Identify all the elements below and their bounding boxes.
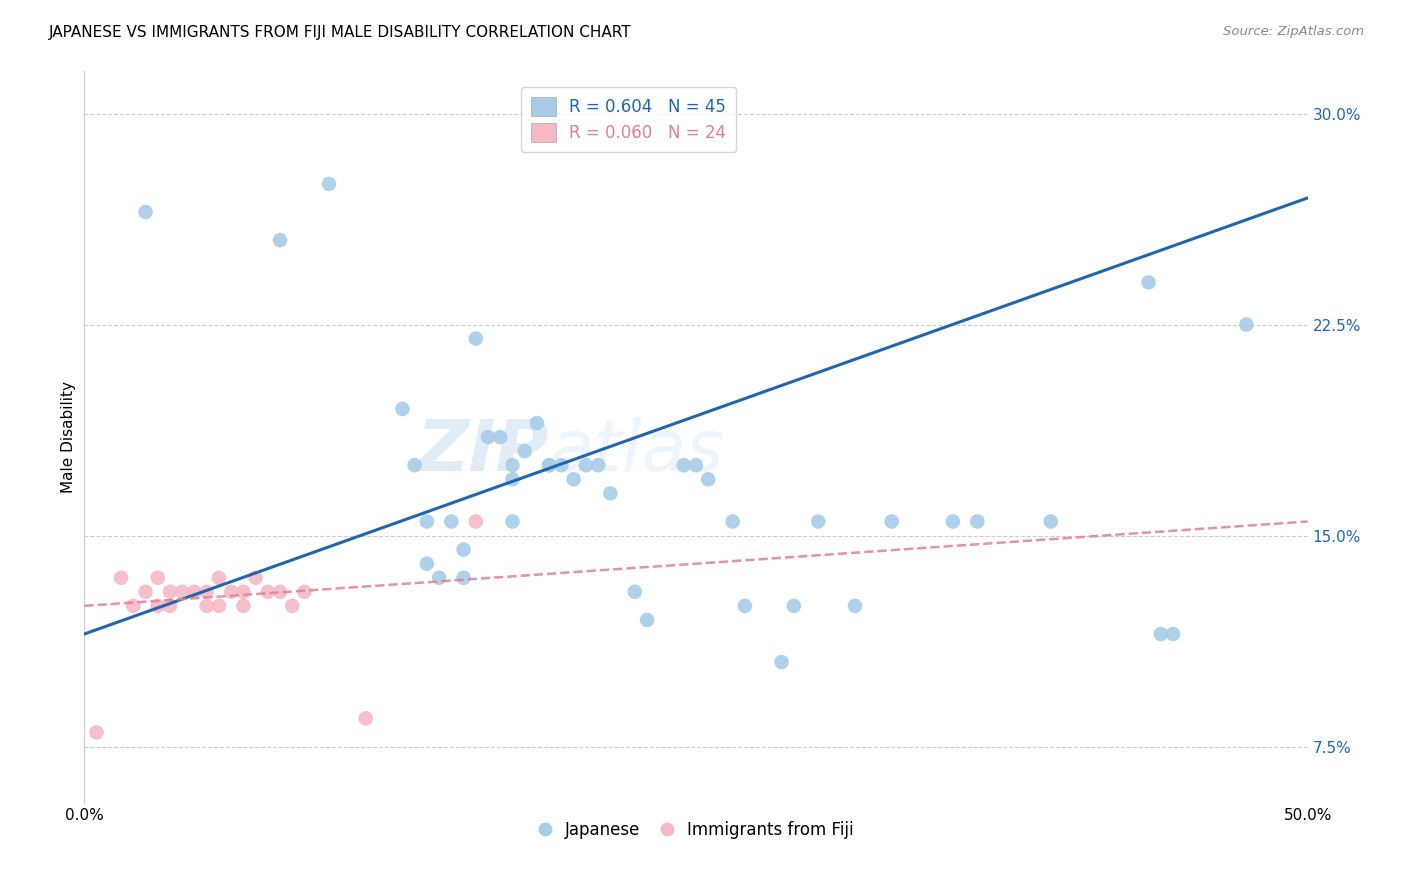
Point [966, 515, 988, 529]
Point [562, 472, 585, 486]
Point [477, 430, 499, 444]
Point [159, 599, 181, 613]
Point [1236, 318, 1258, 332]
Point [624, 584, 647, 599]
Point [269, 584, 291, 599]
Point [734, 599, 756, 613]
Point [416, 515, 439, 529]
Point [550, 458, 572, 473]
Point [245, 571, 267, 585]
Point [1150, 627, 1173, 641]
Point [697, 472, 720, 486]
Point [538, 458, 561, 473]
Point [942, 515, 965, 529]
Point [586, 458, 609, 473]
Point [391, 401, 413, 416]
Point [427, 571, 450, 585]
Point [672, 458, 695, 473]
Text: JAPANESE VS IMMIGRANTS FROM FIJI MALE DISABILITY CORRELATION CHART: JAPANESE VS IMMIGRANTS FROM FIJI MALE DI… [49, 25, 631, 40]
Point [404, 458, 426, 473]
Point [122, 599, 145, 613]
Point [783, 599, 806, 613]
Point [183, 584, 205, 599]
Point [1039, 515, 1062, 529]
Point [146, 599, 169, 613]
Point [159, 584, 181, 599]
Point [86, 725, 108, 739]
Y-axis label: Male Disability: Male Disability [60, 381, 76, 493]
Point [232, 599, 254, 613]
Point [807, 515, 830, 529]
Point [195, 599, 218, 613]
Point [685, 458, 707, 473]
Point [880, 515, 903, 529]
Point [294, 584, 316, 599]
Point [453, 571, 475, 585]
Point [575, 458, 598, 473]
Point [636, 613, 658, 627]
Point [526, 416, 548, 430]
Point [721, 515, 744, 529]
Point [1137, 276, 1160, 290]
Point [502, 472, 524, 486]
Point [489, 430, 512, 444]
Text: Source: ZipAtlas.com: Source: ZipAtlas.com [1223, 25, 1364, 38]
Point [502, 515, 524, 529]
Point [538, 458, 561, 473]
Point [770, 655, 793, 669]
Point [195, 584, 218, 599]
Point [281, 599, 304, 613]
Point [1161, 627, 1184, 641]
Point [232, 584, 254, 599]
Point [416, 557, 439, 571]
Point [440, 515, 463, 529]
Point [135, 584, 157, 599]
Point [110, 571, 132, 585]
Text: atlas: atlas [550, 417, 724, 486]
Point [208, 571, 231, 585]
Point [464, 332, 486, 346]
Point [146, 571, 169, 585]
Legend: Japanese, Immigrants from Fiji: Japanese, Immigrants from Fiji [531, 814, 860, 846]
Text: ZIP: ZIP [418, 417, 550, 486]
Point [502, 458, 524, 473]
Point [219, 584, 242, 599]
Point [844, 599, 866, 613]
Point [453, 542, 475, 557]
Point [135, 205, 157, 219]
Point [269, 233, 291, 247]
Point [318, 177, 340, 191]
Point [513, 444, 536, 458]
Point [599, 486, 621, 500]
Point [464, 515, 486, 529]
Point [354, 711, 377, 725]
Point [208, 599, 231, 613]
Point [257, 584, 280, 599]
Point [172, 584, 194, 599]
